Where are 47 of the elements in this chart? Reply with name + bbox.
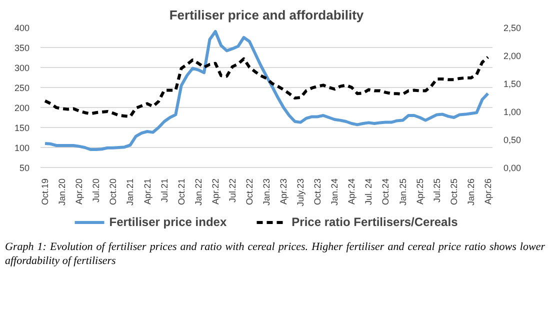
y2-tick-label: 0,00 — [504, 163, 522, 173]
x-tick-label: Oct.20 — [108, 178, 118, 206]
y-tick-label: 300 — [14, 63, 30, 73]
x-tick-label: Jul. 24 — [364, 178, 374, 206]
y-tick-label: 150 — [14, 123, 30, 133]
y2-tick-label: 1,00 — [504, 107, 522, 117]
x-tick-label: Jan.22 — [193, 178, 204, 206]
x-tick-label: Oct.19 — [40, 178, 50, 206]
x-tick-label: Apr.26 — [482, 178, 493, 205]
y-tick-label: 350 — [14, 43, 30, 53]
x-tick-label: Jan.26 — [466, 178, 476, 206]
x-tick-label: Jan.20 — [57, 178, 68, 206]
x-tick-label: Jan.24 — [330, 178, 340, 206]
chart-title: Fertiliser price and affordability — [169, 8, 364, 22]
y-tick-label: 100 — [14, 143, 30, 153]
x-tick-label: Oct.22 — [244, 178, 254, 206]
caption: Graph 1: Evolution of fertiliser prices and ratio with cereal prices. Higher fertiliser and cereal price ratio shows lower affordability of fertilisers — [5, 240, 545, 269]
x-tick-label: July.23 — [296, 178, 306, 206]
y-tick-label: 400 — [14, 23, 30, 33]
y-tick-label: 50 — [19, 163, 30, 173]
x-tick-label: Jul.22 — [227, 178, 238, 203]
x-tick-label: Oct.25 — [448, 178, 459, 206]
x-tick-label: Oct.24 — [380, 178, 391, 206]
y-tick-label: 200 — [14, 103, 30, 113]
x-tick-label: Apr.20 — [74, 178, 84, 205]
x-tick-label: Apr.25 — [414, 178, 425, 205]
x-tick-label: Jan.25 — [398, 178, 408, 206]
line-series — [44, 30, 490, 151]
y2-tick-label: 2,50 — [504, 23, 522, 33]
line-series — [44, 56, 490, 118]
x-tick-label: Apr.22 — [210, 178, 220, 205]
y2-tick-label: 2,00 — [504, 51, 522, 61]
x-tick-label: Jan.21 — [125, 178, 136, 206]
x-tick-label: Jul.21 — [159, 178, 170, 203]
x-tick-label: Apr.23 — [278, 178, 289, 205]
legend-label: Fertiliser price index — [109, 215, 227, 229]
x-tick-label: Jul.20 — [91, 178, 102, 203]
x-tick-label: Oct.23 — [312, 178, 323, 206]
x-tick-label: Oct.21 — [176, 178, 186, 206]
y2-tick-label: 0,50 — [504, 135, 522, 145]
x-tick-label: Apr.21 — [142, 178, 152, 205]
legend-label: Price ratio Fertilisers/Cereals — [292, 215, 458, 229]
x-tick-label: Jan.23 — [262, 178, 272, 206]
y-tick-label: 250 — [14, 83, 30, 93]
y2-tick-label: 1,50 — [504, 79, 522, 89]
x-tick-label: Apr.24 — [346, 178, 357, 205]
x-tick-label: Jul.25 — [432, 178, 442, 203]
